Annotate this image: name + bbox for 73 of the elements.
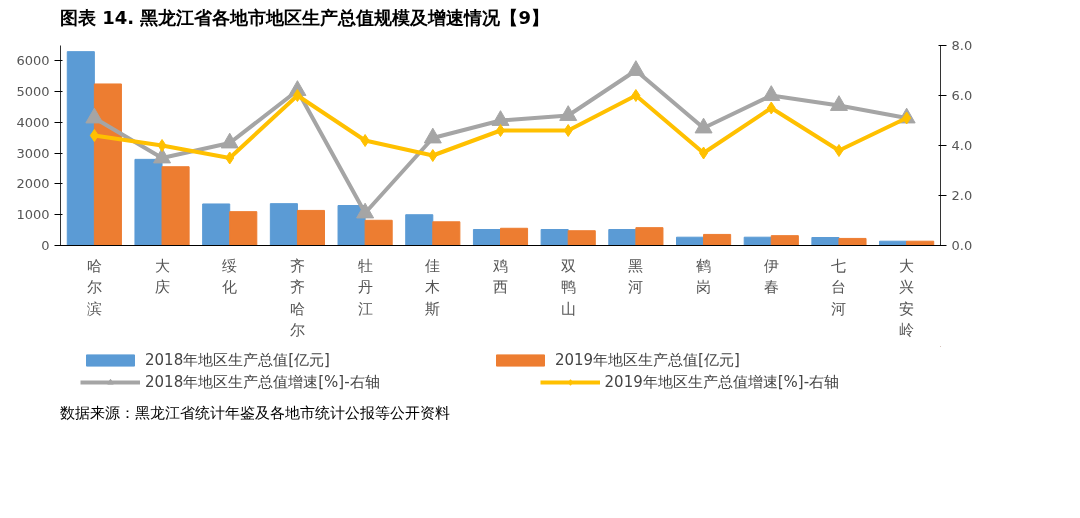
bar	[703, 233, 732, 246]
point	[766, 101, 776, 115]
bar	[296, 209, 325, 246]
bar	[432, 221, 461, 246]
bar	[202, 203, 231, 246]
x-tick-label: 黑河	[628, 256, 644, 296]
point	[902, 111, 912, 125]
point	[225, 151, 235, 165]
bar	[161, 165, 190, 246]
x-tick-label: 牡丹江	[357, 256, 373, 318]
point	[631, 88, 641, 102]
chart-title: 图表 14. 黑龙江省各地市地区生产总值规模及增速情况【9】	[60, 6, 549, 30]
point	[220, 132, 239, 149]
y-tick-label: 4000	[16, 114, 50, 130]
y2-tick-label: 6.0	[951, 87, 973, 103]
x-tick-label: 鹤岗	[696, 256, 712, 296]
bar	[93, 83, 122, 246]
y-tick-label: 1000	[16, 206, 50, 222]
bar	[472, 228, 501, 246]
point	[626, 59, 645, 76]
bar	[635, 226, 664, 246]
point	[157, 138, 167, 152]
y-tick-label: 0	[41, 237, 50, 253]
bar	[134, 158, 163, 246]
x-tick-label: 大兴安岭	[899, 256, 915, 339]
x-tick-label: 大庆	[154, 256, 170, 296]
bar	[608, 228, 637, 246]
bar	[229, 210, 258, 246]
legend-label: 2018年地区生产总值[亿元]	[145, 350, 330, 370]
y2-tick-label: 0.0	[951, 237, 973, 253]
point	[834, 143, 844, 157]
x-tick-label: 伊春	[763, 256, 779, 296]
bar	[500, 227, 529, 246]
point	[699, 146, 709, 160]
point	[559, 104, 578, 121]
point	[360, 133, 370, 147]
point	[491, 109, 510, 126]
bar	[811, 236, 840, 246]
point	[89, 128, 99, 142]
point	[292, 88, 302, 102]
point	[829, 94, 848, 111]
x-tick-label: 鸡西	[492, 256, 508, 296]
bar	[269, 202, 298, 246]
point	[762, 84, 781, 101]
point	[563, 123, 573, 137]
y-tick-label: 6000	[16, 53, 50, 69]
point	[428, 148, 438, 162]
y-tick-label: 5000	[16, 83, 50, 99]
point	[85, 107, 104, 124]
point	[694, 117, 713, 134]
x-tick-label: 哈尔滨	[86, 256, 102, 318]
bar	[540, 228, 569, 246]
source-note: 数据来源：黑龙江省统计年鉴及各地市统计公报等公开资料	[60, 402, 450, 424]
x-tick-label: 绥化	[222, 256, 238, 296]
point	[423, 127, 442, 144]
y-tick-label: 2000	[16, 176, 50, 192]
bar	[838, 237, 867, 246]
y2-tick-label: 8.0	[951, 37, 973, 53]
bar	[567, 229, 596, 246]
legend-label: 2019年地区生产总值[亿元]	[554, 350, 740, 370]
bar	[66, 50, 95, 246]
y-tick-label: 3000	[16, 145, 50, 161]
x-tick-label: 佳木斯	[425, 256, 441, 318]
legend-label: 2019年地区生产总值增速[%]-右轴	[604, 372, 840, 392]
y2-tick-label: 4.0	[951, 137, 973, 153]
bar	[770, 234, 799, 246]
bar	[364, 219, 393, 246]
x-tick-label: 双鸭山	[560, 256, 576, 318]
legend-label: 2018年地区生产总值增速[%]-右轴	[145, 372, 380, 392]
bar	[405, 213, 434, 246]
x-tick-label: 七台河	[831, 256, 847, 318]
x-tick-label: 齐齐哈尔	[289, 256, 305, 339]
y2-tick-label: 2.0	[951, 187, 973, 203]
